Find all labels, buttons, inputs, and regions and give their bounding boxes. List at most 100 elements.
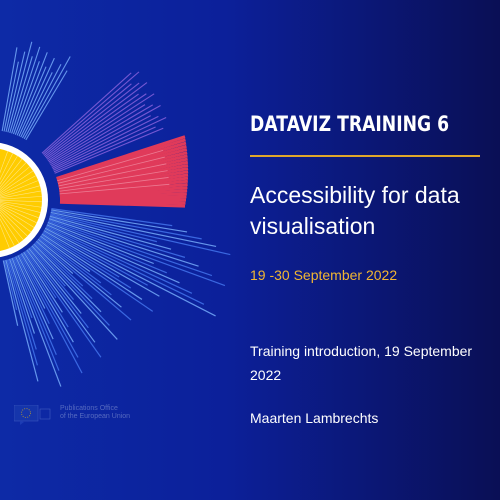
ray-top (3, 61, 19, 132)
hub-line (0, 200, 42, 203)
hub-line (0, 162, 27, 191)
ray-blue (27, 248, 89, 329)
hub-line (0, 175, 37, 196)
ray-red-highlight (59, 177, 169, 192)
ray-purple (53, 116, 167, 171)
ray-blue (23, 251, 63, 313)
ray-blue (28, 247, 82, 314)
ray-blue (47, 223, 168, 274)
ray-blue (10, 258, 33, 319)
ray-blue (37, 238, 122, 308)
ray-top (14, 52, 48, 135)
ray-top (5, 51, 26, 132)
hub-line (0, 201, 42, 208)
ray-purple (41, 72, 132, 154)
ray-blue (25, 250, 102, 358)
divider-line (250, 155, 480, 157)
hub-core (0, 148, 42, 252)
hub-line (0, 166, 31, 193)
ray-blue (42, 232, 132, 289)
ray-purple (44, 82, 140, 158)
ray-purple (43, 83, 132, 156)
ray-blue (18, 254, 83, 374)
hub-line (0, 196, 42, 200)
ray-blue (48, 220, 226, 287)
hub-line (0, 153, 14, 181)
ray-blue (35, 241, 84, 287)
ray-top (23, 56, 71, 140)
hub-line (0, 214, 20, 244)
ray-top (11, 46, 41, 134)
hub-line (0, 151, 9, 174)
ray-blue (48, 218, 199, 267)
ray-red-highlight (57, 150, 164, 182)
ray-blue (42, 231, 120, 278)
ray-blue (17, 255, 46, 309)
hub-line (0, 190, 42, 199)
slide-title: Accessibility for data visualisation (250, 182, 460, 239)
ray-top (18, 57, 55, 137)
ray-purple (47, 93, 147, 162)
hub-line (0, 158, 23, 188)
ray-top (7, 41, 33, 133)
logo-line-1: Publications Office (60, 405, 118, 412)
publisher-logo: Publications Office of the European Unio… (13, 404, 134, 425)
ray-blue (36, 239, 132, 321)
training-dates: 19 -30 September 2022 (250, 267, 398, 283)
ray-blue (40, 234, 154, 312)
ray-red-highlight (57, 156, 165, 184)
ray-blue (46, 225, 193, 294)
ray-red-highlight (58, 170, 168, 189)
hub-line (0, 207, 32, 233)
ray-blue (44, 227, 216, 317)
ray-blue (41, 233, 143, 300)
ray-blue (9, 258, 36, 334)
ray-blue (50, 211, 217, 247)
hub-line (0, 202, 41, 213)
ray-blue (44, 228, 148, 286)
ray-purple (51, 115, 151, 168)
ray-blue (11, 257, 62, 387)
hub-line (0, 180, 39, 197)
ray-blue (47, 221, 154, 265)
hub-line (0, 211, 24, 241)
ray-red (59, 200, 186, 208)
ray-purple (52, 115, 159, 170)
ray-blue (48, 219, 213, 277)
ray-blue (21, 252, 69, 328)
ray-blue (2, 260, 19, 326)
hub-line (0, 209, 28, 237)
ray-red-highlight (59, 183, 170, 195)
ray-blue (51, 208, 173, 227)
ray-blue (49, 216, 186, 258)
ray-top (21, 63, 62, 139)
ray-blue (13, 256, 57, 356)
hub-line (0, 204, 37, 224)
hub-line (0, 155, 18, 185)
ray-blue (5, 259, 39, 382)
hub-lines (0, 151, 42, 249)
eu-flag-icon (13, 404, 51, 425)
ray-purple (50, 104, 161, 167)
ray-purple (50, 104, 154, 166)
ray-blue (51, 209, 188, 233)
hub-line (0, 185, 41, 198)
ray-blue (43, 230, 160, 297)
hub-line (0, 223, 10, 249)
ray-purple (53, 126, 156, 173)
author-name: Maarten Lambrechts (250, 410, 379, 426)
ray-top (12, 61, 40, 135)
ray-blue (50, 210, 202, 240)
ray-purple (46, 93, 139, 160)
ray-blue (34, 242, 93, 300)
ray-blue (32, 244, 110, 326)
ray-blue (39, 236, 102, 284)
ray-blue (15, 256, 54, 340)
rays-group (1, 41, 231, 387)
hub-line (0, 203, 39, 219)
ray-blue (12, 257, 60, 371)
ray-blue (30, 246, 66, 287)
ray-blue (24, 251, 57, 299)
